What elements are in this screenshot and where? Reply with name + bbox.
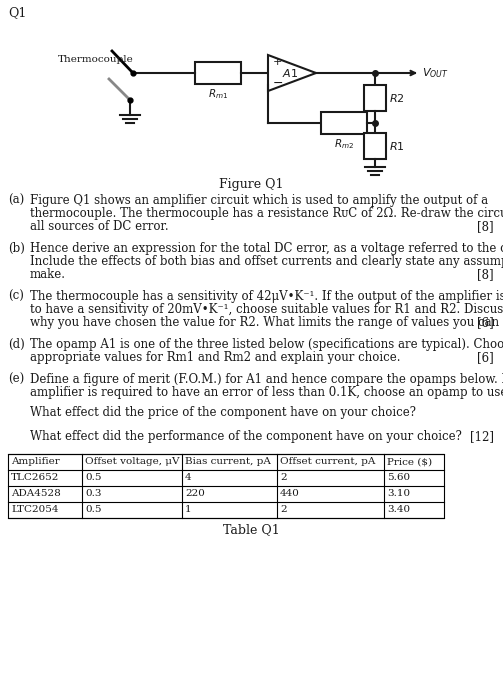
- Text: $R_{m1}$: $R_{m1}$: [208, 87, 228, 101]
- Text: 2: 2: [280, 473, 287, 482]
- Text: 0.5: 0.5: [85, 473, 102, 482]
- Polygon shape: [268, 55, 316, 91]
- Text: 1: 1: [185, 505, 192, 514]
- Text: Thermocouple: Thermocouple: [58, 55, 134, 64]
- Text: Table Q1: Table Q1: [223, 523, 279, 536]
- Bar: [364, 133, 386, 159]
- Text: [8]: [8]: [477, 220, 494, 233]
- Text: to have a sensitivity of 20mV•K⁻¹, choose suitable values for R1 and R2. Discuss: to have a sensitivity of 20mV•K⁻¹, choos…: [30, 303, 503, 316]
- Text: The opamp A1 is one of the three listed below (specifications are typical). Choo: The opamp A1 is one of the three listed …: [30, 338, 503, 351]
- Text: What effect did the price of the component have on your choice?: What effect did the price of the compone…: [30, 406, 416, 419]
- Text: [6]: [6]: [477, 351, 494, 364]
- Bar: [195, 62, 241, 84]
- Text: (b): (b): [8, 242, 25, 255]
- Text: 2: 2: [280, 505, 287, 514]
- Text: $R2$: $R2$: [389, 92, 405, 104]
- Text: 5.60: 5.60: [387, 473, 410, 482]
- Text: Define a figure of merit (F.O.M.) for A1 and hence compare the opamps below. If : Define a figure of merit (F.O.M.) for A1…: [30, 373, 503, 386]
- Bar: [8, 454, 444, 518]
- Text: amplifier is required to have an error of less than 0.1K, choose an opamp to use: amplifier is required to have an error o…: [30, 386, 503, 399]
- Text: Q1: Q1: [8, 6, 26, 19]
- Text: ADA4528: ADA4528: [11, 489, 61, 498]
- Text: all sources of DC error.: all sources of DC error.: [30, 220, 169, 233]
- Text: LTC2054: LTC2054: [11, 505, 58, 514]
- Text: thermocouple. The thermocouple has a resistance RᴜC of 2Ω. Re-draw the circuit t: thermocouple. The thermocouple has a res…: [30, 207, 503, 220]
- Text: TLC2652: TLC2652: [11, 473, 59, 482]
- Text: Figure Q1: Figure Q1: [219, 178, 283, 191]
- Text: [6]: [6]: [477, 316, 494, 329]
- Text: why you have chosen the value for R2. What limits the range of values you can ch: why you have chosen the value for R2. Wh…: [30, 316, 503, 329]
- Text: $A1$: $A1$: [282, 67, 298, 79]
- Text: 4: 4: [185, 473, 192, 482]
- Text: $R1$: $R1$: [389, 140, 405, 152]
- Text: 0.5: 0.5: [85, 505, 102, 514]
- Text: [12]: [12]: [470, 430, 494, 443]
- Text: Price ($): Price ($): [387, 458, 432, 466]
- Text: Figure Q1 shows an amplifier circuit which is used to amplify the output of a: Figure Q1 shows an amplifier circuit whi…: [30, 194, 488, 207]
- Bar: [321, 112, 367, 134]
- Text: (c): (c): [8, 290, 24, 303]
- Text: (d): (d): [8, 338, 25, 351]
- Text: −: −: [273, 76, 284, 90]
- Text: Include the effects of both bias and offset currents and clearly state any assum: Include the effects of both bias and off…: [30, 255, 503, 268]
- Bar: [364, 85, 386, 111]
- Text: 0.3: 0.3: [85, 489, 102, 498]
- Text: (e): (e): [8, 373, 24, 386]
- Text: appropriate values for Rm1 and Rm2 and explain your choice.: appropriate values for Rm1 and Rm2 and e…: [30, 351, 400, 364]
- Text: [8]: [8]: [477, 268, 494, 281]
- Text: Offset current, pA: Offset current, pA: [280, 458, 375, 466]
- Text: 3.10: 3.10: [387, 489, 410, 498]
- Text: 3.40: 3.40: [387, 505, 410, 514]
- Text: What effect did the performance of the component have on your choice?: What effect did the performance of the c…: [30, 430, 462, 443]
- Text: 440: 440: [280, 489, 300, 498]
- Text: make.: make.: [30, 268, 66, 281]
- Text: Offset voltage, μV: Offset voltage, μV: [85, 458, 180, 466]
- Text: $V_{OUT}$: $V_{OUT}$: [422, 66, 449, 80]
- Text: +: +: [273, 57, 282, 67]
- Text: (a): (a): [8, 194, 24, 207]
- Text: The thermocouple has a sensitivity of 42μV•K⁻¹. If the output of the amplifier i: The thermocouple has a sensitivity of 42…: [30, 290, 503, 303]
- Text: Bias current, pA: Bias current, pA: [185, 458, 271, 466]
- Text: Hence derive an expression for the total DC error, as a voltage referred to the : Hence derive an expression for the total…: [30, 242, 503, 255]
- Text: $R_{m2}$: $R_{m2}$: [334, 137, 354, 150]
- Text: 220: 220: [185, 489, 205, 498]
- Text: Amplifier: Amplifier: [11, 458, 60, 466]
